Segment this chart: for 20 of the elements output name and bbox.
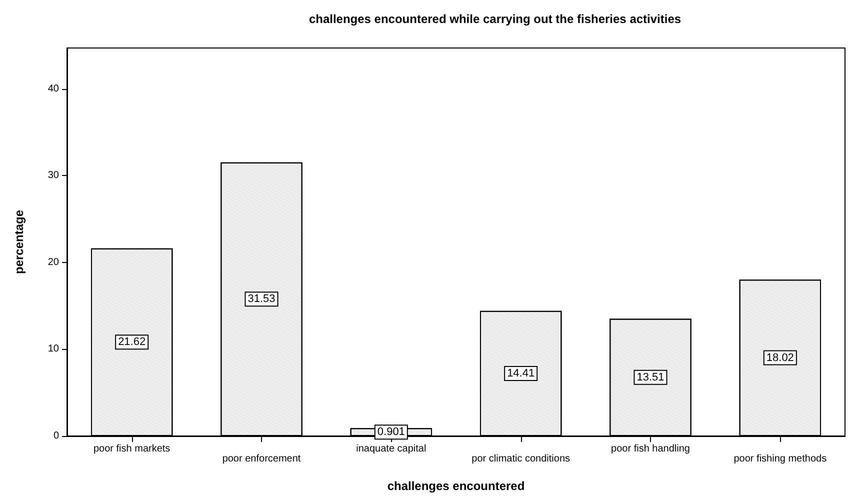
x-tick-label: poor fish handling	[611, 444, 690, 454]
data-label: 14.41	[507, 367, 535, 380]
chart-title: challenges encountered while carrying out the fisheries activities	[308, 12, 682, 26]
data-label: 21.62	[118, 336, 146, 348]
data-label: 31.53	[248, 293, 276, 306]
y-tick-label: 40	[48, 83, 60, 94]
data-label: 0.901	[377, 426, 405, 438]
data-label: 18.02	[766, 352, 794, 364]
y-tick-label: 10	[48, 344, 60, 355]
y-tick-label: 30	[48, 170, 60, 182]
x-tick-label: poor enforcement	[222, 454, 301, 464]
x-tick-label: por climatic conditions	[472, 454, 570, 464]
y-tick-label: 0	[53, 430, 60, 442]
x-tick-label: poor fishing methods	[734, 454, 827, 464]
y-tick-label: 20	[48, 256, 60, 268]
x-axis-title: challenges encountered	[387, 479, 525, 493]
x-tick-label: inaquate capital	[356, 444, 426, 454]
data-label: 13.51	[636, 371, 664, 384]
x-tick-label: poor fish markets	[93, 444, 170, 454]
y-axis-title: percentage	[12, 210, 26, 274]
